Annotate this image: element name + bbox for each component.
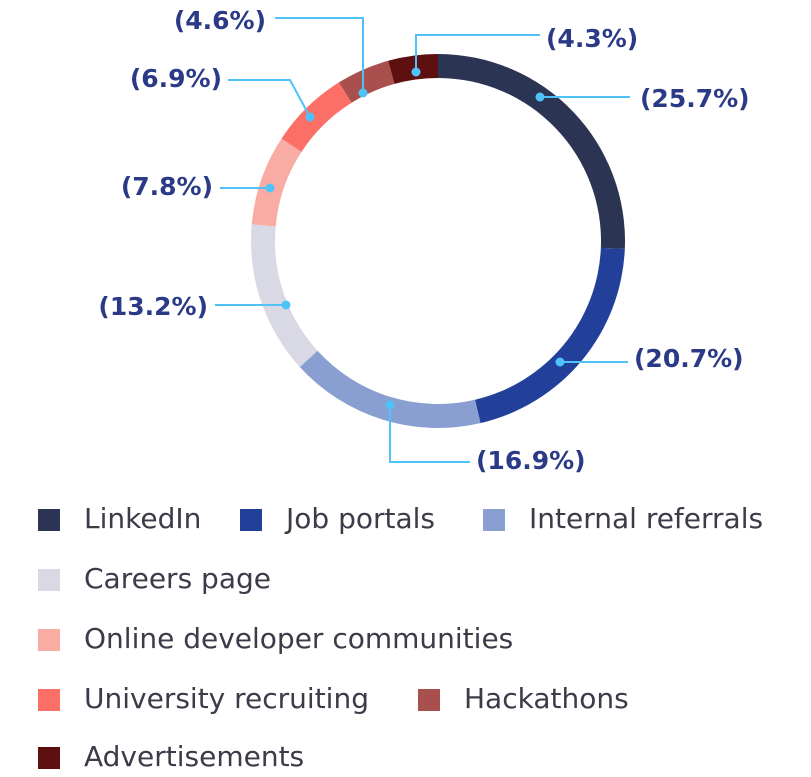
leader-dot [535, 92, 545, 102]
leader-line [415, 34, 540, 72]
value-label: (7.8%) [121, 172, 213, 201]
donut-segment [338, 60, 395, 103]
value-label: (16.9%) [476, 446, 586, 475]
value-label: (25.7%) [640, 84, 750, 113]
leader-line [275, 17, 364, 93]
donut-segment [299, 350, 481, 428]
value-label: (13.2%) [98, 292, 208, 321]
donut-segment [281, 82, 352, 152]
leader-dot [281, 300, 291, 310]
leader-dot [411, 67, 421, 77]
donut-segment [251, 224, 318, 367]
legend-swatch [38, 509, 60, 531]
leader-dot [555, 357, 565, 367]
legend-swatch [38, 569, 60, 591]
legend-label: Hackathons [464, 682, 629, 715]
leader-line [389, 405, 470, 463]
legend-swatch [38, 689, 60, 711]
legend-swatch [483, 509, 505, 531]
legend-label: Careers page [84, 562, 271, 595]
legend-swatch [240, 509, 262, 531]
leader-dot [305, 112, 315, 122]
value-label: (20.7%) [634, 344, 744, 373]
legend-label: Job portals [284, 502, 435, 535]
leader-dot [385, 400, 395, 410]
value-label: (4.3%) [546, 24, 638, 53]
legend-label: University recruiting [84, 682, 369, 715]
legend-label: Advertisements [84, 740, 304, 773]
donut-segment [438, 54, 625, 249]
value-label: (4.6%) [174, 6, 266, 35]
value-label: (6.9%) [130, 64, 222, 93]
donut-segment [251, 138, 302, 227]
legend-label: LinkedIn [84, 502, 201, 535]
legend-swatch [38, 747, 60, 769]
legend-swatch [38, 629, 60, 651]
leader-dot [265, 183, 275, 193]
legend-label: Online developer communities [84, 622, 513, 655]
leader-line [228, 79, 311, 118]
leader-dot [358, 88, 368, 98]
legend-label: Internal referrals [529, 502, 763, 535]
legend-swatch [418, 689, 440, 711]
donut-segment [475, 247, 625, 424]
